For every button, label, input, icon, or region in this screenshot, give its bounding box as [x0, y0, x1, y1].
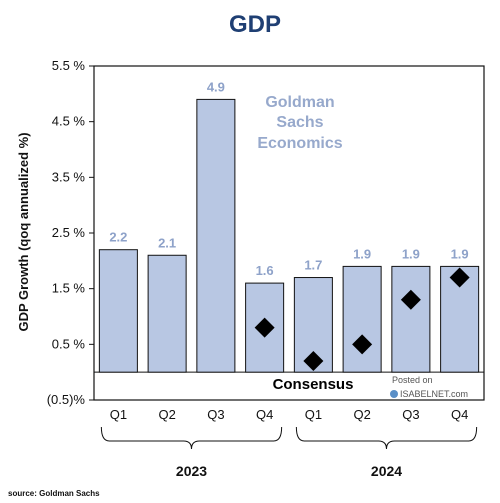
y-tick-label: 4.5 %	[52, 114, 86, 129]
bar-labels-group: 2.2 2.1 4.9 1.6 1.7 1.9 1.9 1.9	[109, 79, 468, 278]
year-label: 2023	[176, 463, 207, 479]
consensus-label: Consensus	[273, 376, 354, 393]
source-note: source: Goldman Sachs	[8, 489, 100, 498]
consensus-markers	[254, 267, 470, 372]
x-tick-label: Q3	[402, 407, 419, 422]
bar	[147, 254, 187, 373]
year-bracket	[295, 426, 478, 450]
x-tick-label: Q4	[256, 407, 273, 422]
x-axis-ticks: Q1 Q2 Q3 Q4 Q1 Q2 Q3 Q4	[110, 407, 469, 422]
bar-value-label: 1.9	[402, 246, 420, 261]
consensus-marker	[400, 289, 421, 310]
y-axis-ticks: 5.5 % 4.5 % 3.5 % 2.5 % 1.5 % 0.5 % (0.5)%	[47, 58, 484, 407]
x-tick-label: Q1	[305, 407, 322, 422]
year-label: 2024	[371, 463, 402, 479]
x-tick-label: Q3	[207, 407, 224, 422]
y-tick-label: 5.5 %	[52, 58, 86, 73]
x-tick-label: Q1	[110, 407, 127, 422]
bar	[98, 249, 138, 373]
consensus-marker	[449, 267, 470, 288]
x-tick-label: Q2	[353, 407, 370, 422]
year-brackets: 2023 2024	[100, 426, 478, 479]
annotation: Goldman Sachs Economics	[257, 94, 342, 152]
y-tick-label: 3.5 %	[52, 169, 86, 184]
year-bracket	[100, 426, 283, 450]
x-tick-label: Q4	[451, 407, 468, 422]
consensus-marker	[352, 334, 373, 355]
y-tick-label: 2.5 %	[52, 225, 86, 240]
watermark-line-1: Posted on	[392, 375, 433, 385]
bar-value-label: 1.6	[256, 263, 274, 278]
bar	[196, 98, 236, 373]
bar-value-label: 2.1	[158, 235, 176, 250]
bar-value-label: 1.7	[304, 258, 322, 273]
bar-value-label: 1.9	[451, 246, 469, 261]
y-tick-label: 0.5 %	[52, 336, 86, 351]
annotation-line-3: Economics	[257, 135, 342, 152]
bar-value-label: 4.9	[207, 79, 225, 94]
y-axis-label: GDP Growth (qoq annualized %)	[16, 132, 31, 331]
bar	[342, 265, 382, 373]
watermark-line-2: ISABELNET.com	[400, 389, 468, 399]
annotation-line-2: Sachs	[276, 114, 323, 131]
y-tick-label: (0.5)%	[47, 392, 86, 407]
bar	[391, 265, 431, 373]
x-tick-label: Q2	[158, 407, 175, 422]
chart-title: GDP	[229, 11, 281, 38]
watermark: Posted on ISABELNET.com	[390, 375, 468, 399]
annotation-line-1: Goldman	[265, 94, 334, 111]
bar-value-label: 2.2	[109, 230, 127, 245]
consensus-marker	[303, 351, 324, 372]
bar-value-label: 1.9	[353, 246, 371, 261]
watermark-logo-icon	[390, 390, 398, 398]
y-tick-label: 1.5 %	[52, 281, 86, 296]
plot-frame	[93, 65, 485, 401]
consensus-marker	[254, 317, 275, 338]
bar	[245, 282, 285, 373]
